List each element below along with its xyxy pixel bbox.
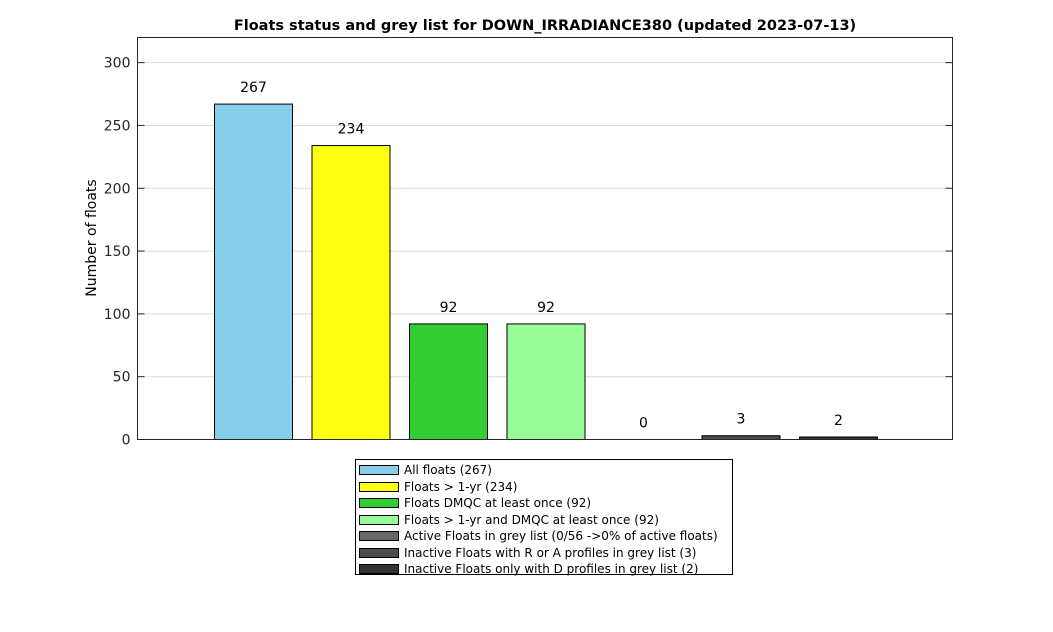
- legend-label: Inactive Floats with R or A profiles in …: [404, 545, 697, 560]
- bar-value-label: 2: [834, 413, 843, 429]
- legend-item: All floats (267): [359, 462, 732, 479]
- y-tick-label: 0: [122, 433, 131, 449]
- legend-item: Active Floats in grey list (0/56 ->0% of…: [359, 528, 732, 545]
- bar: [701, 435, 781, 441]
- y-tick-label: 50: [113, 370, 131, 386]
- bar-value-label: 92: [537, 300, 555, 316]
- bar: [506, 323, 586, 440]
- bar-value-label: 3: [737, 412, 746, 428]
- legend-item: Floats > 1-yr (234): [359, 479, 732, 496]
- y-tick-label: 250: [104, 118, 131, 134]
- legend-swatch: [359, 481, 399, 492]
- legend-swatch: [359, 498, 399, 509]
- legend-swatch: [359, 564, 399, 575]
- y-tick-label: 150: [104, 244, 131, 260]
- legend-label: Floats > 1-yr and DMQC at least once (92…: [404, 512, 659, 527]
- legend: All floats (267) Floats > 1-yr (234) Float…: [355, 459, 733, 578]
- legend-label: All floats (267): [404, 463, 492, 478]
- bar-value-label: 0: [639, 416, 648, 432]
- y-axis-label: Number of floats: [84, 179, 100, 296]
- legend-swatch: [359, 514, 399, 525]
- bar: [311, 145, 391, 440]
- bar-value-labels: 267 234 92 92 0 3 2: [240, 80, 843, 431]
- y-tick-label: 200: [104, 181, 131, 197]
- y-tick-label: 300: [104, 56, 131, 72]
- legend-label: Inactive Floats only with D profiles in …: [404, 562, 699, 577]
- legend-label: Active Floats in grey list (0/56 ->0% of…: [404, 529, 718, 544]
- y-axis-ticks: 0 50 100 150 200 250 300: [104, 56, 953, 449]
- y-tick-label: 100: [104, 307, 131, 323]
- legend-item: Floats DMQC at least once (92): [359, 495, 732, 512]
- legend-swatch: [359, 547, 399, 558]
- plot-frame: [137, 37, 953, 440]
- bar-value-label: 234: [338, 122, 365, 138]
- legend-label: Floats DMQC at least once (92): [404, 496, 592, 511]
- bar-value-label: 267: [240, 80, 267, 96]
- legend-swatch: [359, 465, 399, 476]
- bars: [214, 103, 878, 441]
- legend-item: Inactive Floats with R or A profiles in …: [359, 545, 732, 562]
- legend-swatch: [359, 531, 399, 542]
- bar-value-label: 92: [440, 300, 458, 316]
- legend-item: Inactive Floats only with D profiles in …: [359, 561, 732, 578]
- legend-label: Floats > 1-yr (234): [404, 479, 518, 494]
- chart-title: Floats status and grey list for DOWN_IRR…: [234, 18, 856, 34]
- bar: [409, 323, 488, 440]
- legend-item: Floats > 1-yr and DMQC at least once (92…: [359, 512, 732, 529]
- bar: [214, 103, 293, 441]
